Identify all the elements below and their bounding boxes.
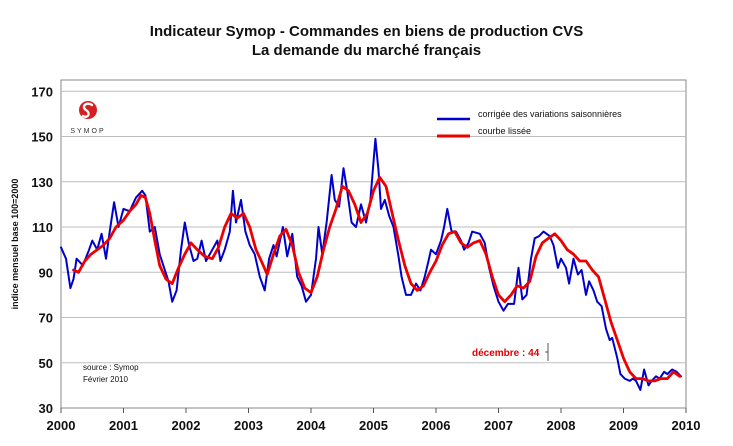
plot-area: [60, 79, 687, 409]
x-tick-label: 2001: [109, 418, 138, 433]
legend-label-cvs: corrigée des variations saisonnières: [478, 109, 622, 119]
last-value-annotation: décembre : 44: [472, 348, 540, 359]
x-tick-label: 2009: [609, 418, 638, 433]
series-layer: [60, 137, 682, 391]
source-note: source : Symop: [83, 363, 139, 372]
legend: corrigée des variations saisonnières cou…: [437, 109, 622, 138]
x-tick-label: 2003: [234, 418, 263, 433]
legend-label-smoothed: courbe lissée: [478, 126, 531, 136]
date-note: Février 2010: [83, 375, 128, 384]
x-tick-label: 2000: [47, 418, 76, 433]
x-tick-label: 2006: [422, 418, 451, 433]
symop-logo: SYMOP: [70, 101, 105, 135]
y-tick-label: 50: [39, 356, 53, 371]
y-tick-label: 170: [31, 84, 53, 99]
chart-subtitle: La demande du marché français: [251, 42, 482, 59]
series-line-cvs: [60, 137, 682, 391]
x-tick-label: 2005: [359, 418, 388, 433]
y-tick-label: 110: [32, 220, 53, 235]
x-tick-label: 2002: [172, 418, 201, 433]
x-tick-label: 2004: [297, 418, 327, 433]
chart-title: Indicateur Symop - Commandes en biens de…: [149, 23, 584, 40]
x-tick-label: 2008: [547, 418, 576, 433]
y-tick-label: 130: [31, 175, 53, 190]
y-axis-label: indice mensuel base 100=2000: [10, 179, 20, 310]
logo-text: SYMOP: [70, 128, 105, 135]
y-tick-label: 30: [39, 401, 53, 416]
x-tick-label: 2007: [484, 418, 513, 433]
y-axis-ticks: 30 50 70 90 110 130 150 170: [31, 84, 53, 416]
x-axis-ticks: 2000 2001 2002 2003 2004 2005 2006 2007 2008 2009…: [47, 408, 701, 433]
x-tick-label: 2010: [672, 418, 701, 433]
chart-title-block: Indicateur Symop - Commandes en biens de…: [0, 22, 733, 60]
series-line-smoothed: [72, 175, 682, 383]
y-tick-label: 150: [31, 130, 53, 145]
y-tick-label: 70: [39, 311, 53, 326]
y-tick-label: 90: [39, 265, 53, 280]
